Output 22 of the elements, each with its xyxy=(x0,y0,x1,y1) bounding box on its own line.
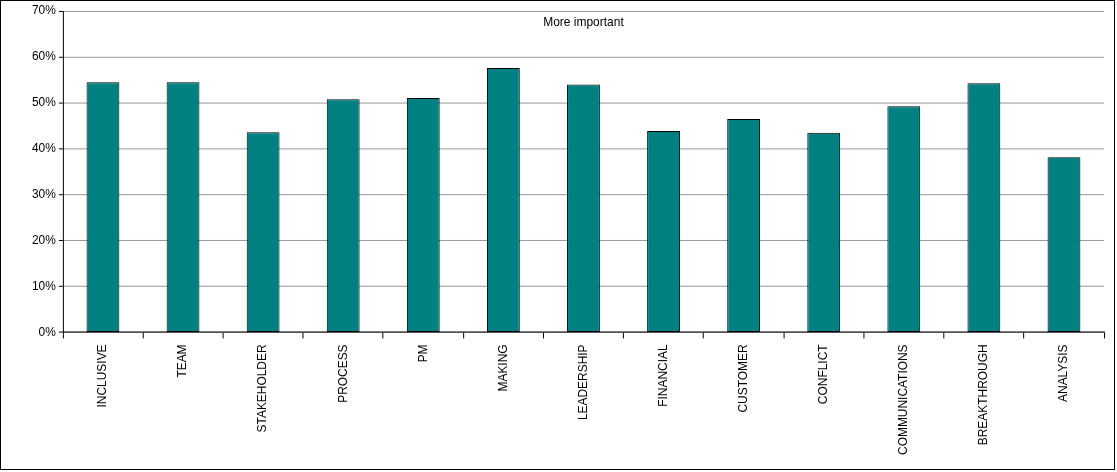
x-tick-label: STAKEHOLDER xyxy=(255,344,270,433)
x-tick-label: LEADERSHIP xyxy=(575,344,590,421)
x-tick-label: PROCESS xyxy=(335,344,350,403)
x-tick-label: MAKING xyxy=(495,344,510,392)
x-tick-label: PM xyxy=(415,344,430,363)
x-tick-label: TEAM xyxy=(175,344,190,378)
x-tick-label: FINANCIAL xyxy=(655,344,670,407)
x-tick-label: ANALYSIS xyxy=(1056,344,1071,402)
y-tick-label: 50% xyxy=(31,95,57,110)
x-tick-label: BREAKTHROUGH xyxy=(976,344,991,446)
x-tick-label: CONFLICT xyxy=(816,343,831,405)
y-tick-label: 60% xyxy=(31,49,57,64)
annotation: More important xyxy=(543,15,625,30)
x-tick-label: CUSTOMER xyxy=(735,344,750,413)
y-tick-label: 20% xyxy=(31,232,57,247)
y-tick-label: 40% xyxy=(31,141,57,156)
y-tick-label: 10% xyxy=(31,278,57,293)
y-tick-label: 70% xyxy=(31,3,57,18)
y-tick-label: 30% xyxy=(31,187,57,202)
x-tick-label: INCLUSIVE xyxy=(95,344,110,408)
y-tick-label: 0% xyxy=(38,324,57,339)
x-tick-label: COMMUNICATIONS xyxy=(896,344,911,455)
